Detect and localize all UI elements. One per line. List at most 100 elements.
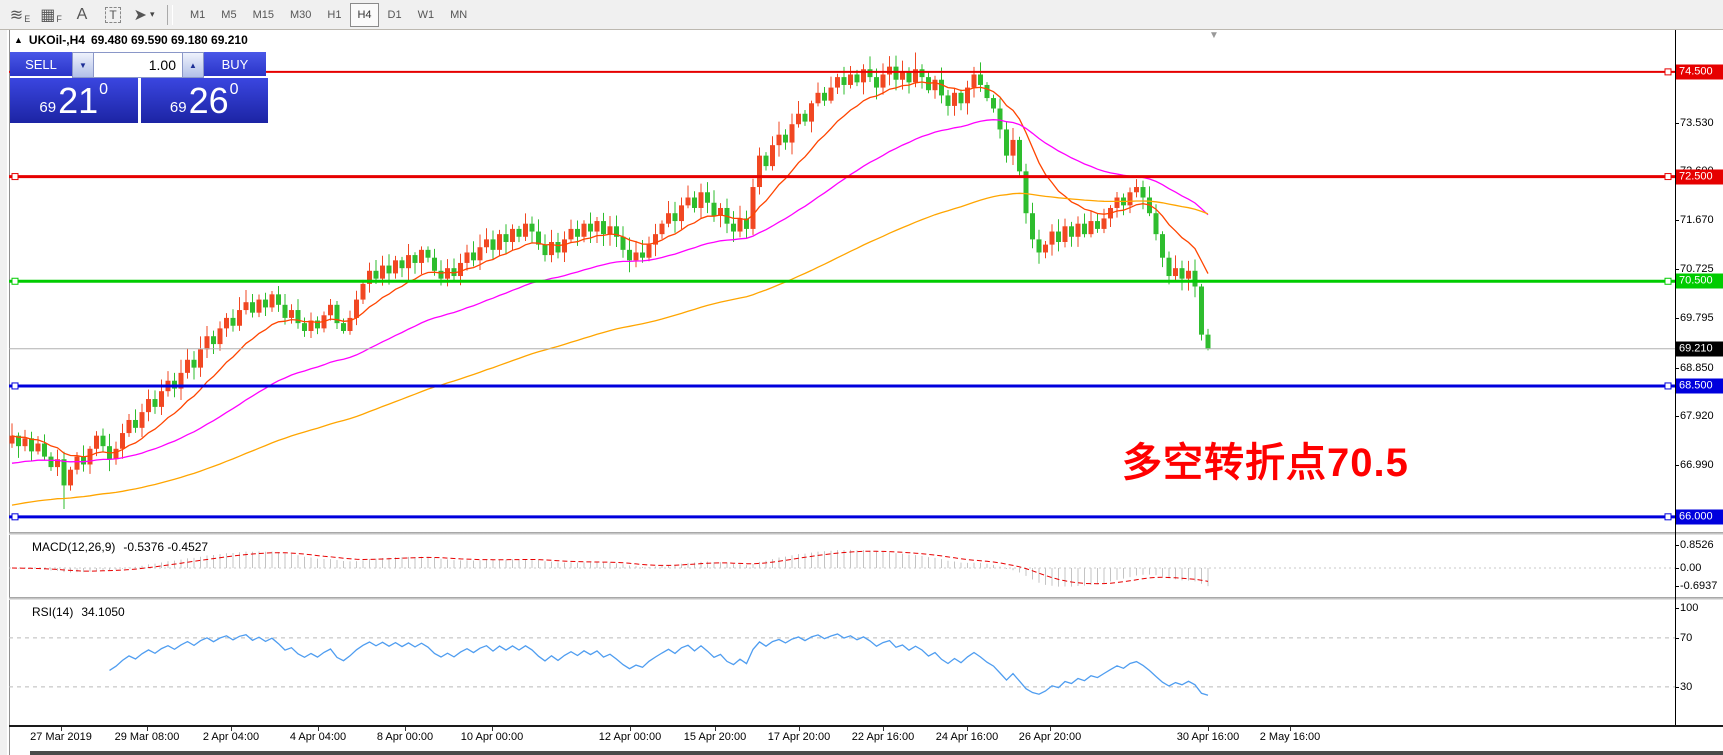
- ma-slow-line: [11, 192, 1209, 506]
- collapse-arrow-icon[interactable]: ▲: [14, 35, 23, 45]
- candle: [867, 56, 873, 83]
- macd-pane-canvas[interactable]: [9, 535, 1675, 597]
- candle: [1179, 260, 1185, 291]
- candle-body: [900, 71, 905, 80]
- candle: [1192, 259, 1198, 298]
- candle-body: [991, 98, 996, 109]
- candle: [646, 236, 652, 262]
- text-box-icon[interactable]: T: [101, 3, 125, 27]
- rsi-axis-100: 100: [1674, 602, 1699, 614]
- macd-axis-0.8526: 0.8526: [1675, 539, 1714, 551]
- timeframe-button-h1[interactable]: H1: [327, 8, 342, 21]
- ma-fast-line: [11, 81, 1209, 458]
- candle-body: [666, 213, 671, 224]
- candle-body: [393, 260, 398, 274]
- grid-icon[interactable]: ▦ F: [40, 6, 62, 24]
- timeframe-button-w1[interactable]: W1: [417, 8, 435, 21]
- candle: [958, 89, 964, 111]
- candle: [1108, 205, 1113, 228]
- hline-handle[interactable]: [1664, 277, 1672, 285]
- curves-icon[interactable]: ≋ E: [9, 6, 31, 24]
- chart-shift-marker-icon[interactable]: ▼: [1209, 30, 1219, 41]
- sell-button[interactable]: SELL: [10, 52, 72, 78]
- candle: [282, 293, 288, 325]
- candle: [9, 423, 15, 448]
- timeframe-button-d1[interactable]: D1: [387, 8, 402, 21]
- toolbar: ≋ E ▦ F A T ➤ ▾ M1 M5 M15 M30 H1 H4 D1 W1 MN: [0, 0, 1723, 30]
- candle-body: [607, 226, 613, 235]
- price-chart-canvas[interactable]: [9, 30, 1675, 532]
- candle: [1134, 179, 1139, 198]
- buy-price-button[interactable]: 69 26 0: [140, 78, 268, 123]
- sell-price-prefix: 69: [39, 99, 57, 116]
- candle-body: [380, 265, 385, 279]
- candle-body: [698, 192, 704, 208]
- candle-body: [406, 255, 411, 269]
- candle-body: [237, 310, 242, 326]
- candle: [113, 441, 119, 465]
- hline-handle[interactable]: [1664, 68, 1672, 76]
- hline-handle[interactable]: [11, 513, 19, 521]
- candle: [295, 299, 301, 329]
- timeframe-button-h4[interactable]: H4: [350, 2, 379, 27]
- candle: [542, 234, 548, 262]
- candle-body: [893, 66, 899, 80]
- candle: [633, 240, 639, 268]
- pane-splitter-rsi[interactable]: [9, 597, 1723, 600]
- candle-body: [958, 92, 964, 104]
- volume-increase-button[interactable]: ▲: [182, 52, 204, 78]
- candle-body: [328, 304, 333, 316]
- candle-body: [763, 155, 769, 167]
- timeframe-button-m30[interactable]: M30: [289, 8, 312, 21]
- timeframe-button-mn[interactable]: MN: [450, 8, 468, 21]
- rsi-line: [109, 633, 1209, 696]
- volume-decrease-button[interactable]: ▼: [72, 52, 94, 78]
- candle: [523, 213, 528, 241]
- hline-handle[interactable]: [1664, 513, 1672, 521]
- time-label: 2 Apr 04:00: [202, 731, 260, 743]
- candle-body: [484, 239, 489, 248]
- time-label: 12 Apr 00:00: [598, 731, 662, 743]
- candle-body: [29, 438, 34, 452]
- candle-body: [965, 87, 970, 104]
- timeframe-button-m5[interactable]: M5: [221, 8, 237, 21]
- candle: [744, 210, 749, 239]
- candle: [952, 88, 957, 116]
- candle-body: [1004, 129, 1009, 156]
- toolbar-separator: [167, 4, 173, 25]
- candle: [965, 80, 970, 115]
- candle: [497, 229, 502, 257]
- hline-handle[interactable]: [11, 382, 19, 390]
- candle-body: [1205, 334, 1211, 349]
- candle: [614, 215, 619, 248]
- candle-body: [16, 435, 21, 447]
- hline-handle[interactable]: [11, 173, 19, 181]
- candle: [757, 147, 762, 195]
- candle: [1121, 193, 1126, 216]
- sell-price-button[interactable]: 69 21 0: [10, 78, 138, 123]
- timeframe-button-m1[interactable]: M1: [190, 8, 206, 21]
- volume-input[interactable]: [94, 52, 182, 78]
- candle: [1075, 216, 1081, 247]
- candle-body: [744, 218, 749, 229]
- candle-body: [61, 459, 67, 486]
- time-tick: [61, 727, 62, 731]
- chart-text-annotation[interactable]: 多空转折点70.5: [1122, 441, 1409, 485]
- candle-body: [152, 399, 158, 407]
- hline-handle[interactable]: [11, 277, 19, 285]
- pane-splitter-macd[interactable]: [9, 532, 1723, 535]
- candle-body: [74, 456, 80, 470]
- candle-body: [373, 270, 379, 279]
- text-label-icon[interactable]: A: [76, 5, 88, 23]
- candle: [848, 65, 853, 89]
- rsi-pane-canvas[interactable]: [9, 600, 1675, 725]
- hline-handle[interactable]: [1664, 173, 1672, 181]
- candle: [789, 113, 795, 155]
- timeframe-button-m15[interactable]: M15: [252, 8, 274, 21]
- candle-body: [815, 92, 821, 104]
- candle: [861, 64, 866, 95]
- hline-handle[interactable]: [1664, 382, 1672, 390]
- cursor-tool-icon[interactable]: ➤ ▾: [133, 6, 155, 24]
- buy-button[interactable]: BUY: [204, 52, 266, 78]
- candle: [562, 231, 567, 262]
